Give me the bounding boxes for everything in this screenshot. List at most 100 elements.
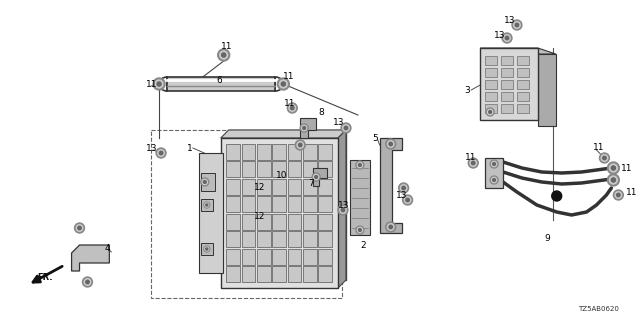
Bar bbox=[272, 179, 286, 195]
Circle shape bbox=[486, 108, 494, 116]
Bar bbox=[199, 153, 223, 273]
Bar bbox=[501, 56, 513, 65]
Circle shape bbox=[357, 163, 362, 168]
Bar bbox=[485, 104, 497, 113]
Text: 13: 13 bbox=[146, 143, 157, 153]
Circle shape bbox=[609, 164, 617, 172]
Bar bbox=[241, 161, 255, 177]
Circle shape bbox=[340, 207, 346, 213]
Bar bbox=[241, 231, 255, 247]
Bar bbox=[241, 213, 255, 229]
Circle shape bbox=[470, 160, 476, 166]
Bar bbox=[318, 196, 332, 212]
Circle shape bbox=[78, 226, 81, 230]
Bar bbox=[517, 80, 529, 89]
Circle shape bbox=[603, 156, 606, 160]
Bar bbox=[226, 143, 240, 159]
Bar bbox=[287, 231, 301, 247]
Circle shape bbox=[515, 23, 518, 27]
Polygon shape bbox=[313, 168, 327, 186]
Circle shape bbox=[220, 51, 228, 59]
Bar bbox=[272, 196, 286, 212]
Text: 11: 11 bbox=[221, 42, 232, 51]
Circle shape bbox=[402, 186, 405, 190]
Circle shape bbox=[502, 33, 512, 43]
Bar bbox=[318, 161, 332, 177]
Bar bbox=[241, 266, 255, 282]
Circle shape bbox=[315, 176, 317, 179]
Bar bbox=[501, 68, 513, 77]
Circle shape bbox=[613, 190, 623, 200]
Bar bbox=[241, 143, 255, 159]
Circle shape bbox=[277, 78, 289, 90]
Circle shape bbox=[387, 141, 394, 147]
Bar bbox=[226, 249, 240, 265]
Circle shape bbox=[287, 103, 297, 113]
Bar bbox=[318, 143, 332, 159]
Circle shape bbox=[386, 222, 396, 232]
Circle shape bbox=[468, 158, 478, 168]
Circle shape bbox=[401, 185, 407, 191]
Bar bbox=[501, 80, 513, 89]
Circle shape bbox=[312, 173, 320, 181]
Bar bbox=[257, 249, 271, 265]
Text: 10: 10 bbox=[276, 171, 288, 180]
Circle shape bbox=[601, 155, 607, 161]
Bar bbox=[272, 161, 286, 177]
Bar bbox=[272, 231, 286, 247]
Circle shape bbox=[280, 80, 287, 88]
Circle shape bbox=[84, 279, 91, 285]
Circle shape bbox=[493, 179, 495, 181]
Circle shape bbox=[607, 162, 620, 174]
Circle shape bbox=[600, 153, 609, 163]
Circle shape bbox=[356, 161, 364, 169]
Circle shape bbox=[406, 198, 410, 202]
Circle shape bbox=[218, 49, 230, 61]
Polygon shape bbox=[338, 130, 346, 288]
Bar bbox=[485, 92, 497, 101]
Circle shape bbox=[204, 180, 206, 183]
Bar bbox=[201, 243, 212, 255]
Bar bbox=[167, 77, 275, 91]
Bar bbox=[287, 196, 301, 212]
Circle shape bbox=[75, 223, 84, 233]
Circle shape bbox=[159, 151, 163, 155]
Circle shape bbox=[404, 197, 411, 203]
Circle shape bbox=[341, 123, 351, 133]
Circle shape bbox=[357, 228, 362, 233]
Circle shape bbox=[504, 35, 510, 41]
Polygon shape bbox=[72, 245, 109, 271]
Bar bbox=[257, 213, 271, 229]
Circle shape bbox=[386, 139, 396, 149]
Bar bbox=[303, 143, 317, 159]
Bar bbox=[257, 196, 271, 212]
Circle shape bbox=[205, 248, 208, 250]
Circle shape bbox=[389, 225, 392, 229]
Text: 7: 7 bbox=[308, 179, 314, 188]
Bar bbox=[241, 196, 255, 212]
Polygon shape bbox=[480, 48, 556, 54]
Bar bbox=[226, 196, 240, 212]
Bar bbox=[272, 143, 286, 159]
Circle shape bbox=[303, 127, 305, 129]
Circle shape bbox=[221, 53, 226, 57]
Bar bbox=[257, 266, 271, 282]
Bar bbox=[303, 213, 317, 229]
Bar bbox=[303, 231, 317, 247]
Circle shape bbox=[505, 36, 509, 40]
Polygon shape bbox=[221, 130, 346, 138]
Circle shape bbox=[552, 191, 562, 201]
Text: 2: 2 bbox=[360, 241, 365, 250]
Bar bbox=[226, 213, 240, 229]
Circle shape bbox=[156, 148, 166, 158]
Text: 5: 5 bbox=[372, 133, 378, 142]
Circle shape bbox=[489, 111, 492, 113]
Text: 6: 6 bbox=[217, 76, 223, 84]
Polygon shape bbox=[380, 138, 402, 233]
Circle shape bbox=[403, 195, 413, 205]
Circle shape bbox=[343, 125, 349, 131]
Bar bbox=[226, 179, 240, 195]
Circle shape bbox=[155, 80, 163, 88]
Bar bbox=[151, 130, 342, 298]
Circle shape bbox=[358, 164, 361, 166]
